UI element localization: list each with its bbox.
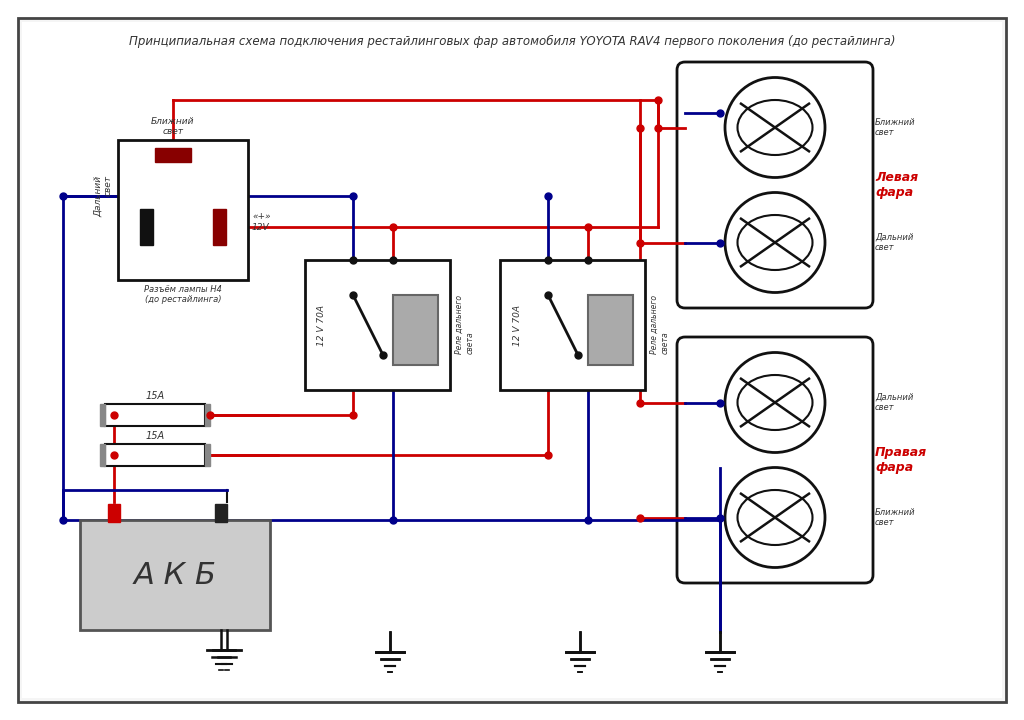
Bar bbox=[215, 504, 227, 522]
Text: Ближний
свет: Ближний свет bbox=[874, 508, 915, 527]
Text: Ближний
свет: Ближний свет bbox=[151, 117, 195, 136]
Bar bbox=[105, 404, 205, 426]
Text: Ближний
свет: Ближний свет bbox=[874, 118, 915, 138]
Bar bbox=[588, 295, 633, 365]
Bar bbox=[393, 295, 438, 365]
Bar bbox=[140, 209, 153, 245]
Ellipse shape bbox=[737, 490, 812, 545]
Ellipse shape bbox=[737, 215, 812, 270]
Circle shape bbox=[725, 192, 825, 292]
Text: 15А: 15А bbox=[145, 431, 165, 441]
Bar bbox=[213, 209, 226, 245]
Text: «+»
12V: «+» 12V bbox=[252, 212, 270, 232]
Bar bbox=[105, 444, 205, 466]
Circle shape bbox=[725, 467, 825, 567]
Text: Дальний
свет: Дальний свет bbox=[874, 233, 913, 252]
Text: Левая
фара: Левая фара bbox=[874, 171, 919, 199]
Text: А К Б: А К Б bbox=[133, 560, 216, 590]
Bar bbox=[305, 260, 450, 390]
Text: Правая
фара: Правая фара bbox=[874, 446, 927, 474]
Bar bbox=[118, 140, 248, 280]
Bar bbox=[108, 504, 120, 522]
Text: Дальний
свет: Дальний свет bbox=[874, 393, 913, 412]
Text: Разъём лампы H4
(до рестайлинга): Разъём лампы H4 (до рестайлинга) bbox=[144, 285, 222, 305]
FancyBboxPatch shape bbox=[677, 62, 873, 308]
Text: Реле дальнего
света: Реле дальнего света bbox=[650, 295, 670, 354]
Text: Реле дальнего
света: Реле дальнего света bbox=[455, 295, 474, 354]
Bar bbox=[100, 444, 105, 466]
Ellipse shape bbox=[737, 100, 812, 155]
Ellipse shape bbox=[737, 375, 812, 430]
Text: 12 V 70А: 12 V 70А bbox=[317, 305, 327, 346]
Text: 12 V 70А: 12 V 70А bbox=[512, 305, 521, 346]
Bar bbox=[155, 148, 190, 162]
Bar bbox=[80, 520, 270, 630]
Text: Дальний
свет: Дальний свет bbox=[93, 176, 113, 217]
FancyBboxPatch shape bbox=[677, 337, 873, 583]
Circle shape bbox=[725, 353, 825, 452]
Bar bbox=[500, 260, 645, 390]
Bar bbox=[205, 444, 210, 466]
Text: 15А: 15А bbox=[145, 391, 165, 401]
Text: Принципиальная схема подключения рестайлинговых фар автомобиля YOYOTA RAV4 перво: Принципиальная схема подключения рестайл… bbox=[129, 35, 895, 48]
Bar bbox=[205, 404, 210, 426]
Circle shape bbox=[725, 78, 825, 178]
Bar bbox=[100, 404, 105, 426]
